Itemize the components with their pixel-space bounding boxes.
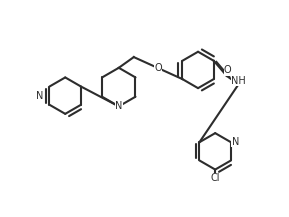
Text: N: N [36,91,43,101]
Text: O: O [224,66,231,76]
Text: Cl: Cl [210,173,220,183]
Text: O: O [154,63,162,73]
Text: NH: NH [231,76,246,86]
Text: N: N [231,137,239,147]
Text: N: N [115,101,123,111]
